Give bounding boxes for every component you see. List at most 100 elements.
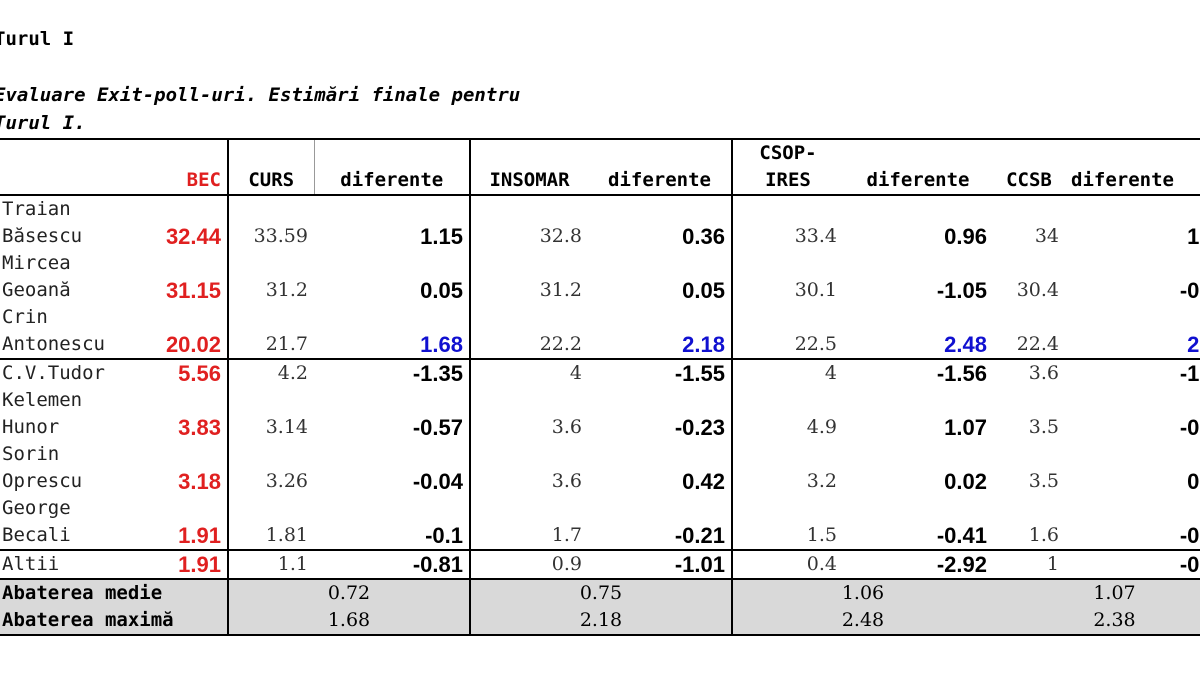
curs-value: 1.1 <box>227 549 314 579</box>
header-diferente-csop: diferente <box>866 169 970 191</box>
summary-curs: 0.72 <box>227 578 470 607</box>
bec-value: 3.18 <box>178 469 221 494</box>
curs-difference: -0.81 <box>314 549 470 579</box>
candidate-last-name: Becali <box>2 524 71 546</box>
bec-value: 3.83 <box>178 415 221 440</box>
table-row: C.V.Tudor5.564.2-1.354-1.554-1.563.6-1.9… <box>0 358 1200 387</box>
csop-ires-difference: 1.07 <box>944 415 987 440</box>
csop-ires-difference: 0.02 <box>944 469 987 494</box>
csop-ires-value: 4.9 <box>731 387 843 441</box>
curs-value: 1.81 <box>227 495 314 550</box>
candidate-last-name: Hunor <box>2 416 60 438</box>
summary-csop-ires: 2.48 <box>731 607 993 636</box>
insomar-value: 22.2 <box>469 304 588 359</box>
candidate-last-name: C.V.Tudor <box>2 362 105 384</box>
insomar-value: 1.7 <box>469 495 588 550</box>
table-title: Evaluare Exit-poll-uri. Estimări finale … <box>0 84 521 106</box>
insomar-difference: 0.36 <box>588 194 732 250</box>
csop-ires-difference: -1.05 <box>936 278 987 303</box>
candidate-name: Sorin Oprescu <box>0 441 138 495</box>
candidate-first-name: Crin <box>2 306 48 328</box>
summary-csop-ires: 1.06 <box>731 578 993 607</box>
bec-value: 32.44 <box>138 194 228 250</box>
table-row: Kelemen Hunor 3.83 3.14 -0.57 3.6 -0.23 4.9 1.07… <box>0 387 1200 441</box>
header-csop-line1: CSOP- <box>759 142 817 164</box>
ccsb-difference: -0.91 <box>1065 549 1200 579</box>
header-diferente-curs: diferente <box>313 139 470 195</box>
candidate-first-name: Kelemen <box>2 389 83 411</box>
header-diferente-insomar: diferente <box>608 169 711 191</box>
table-row: Crin Antonescu 20.02 21.7 1.68 22.2 2.18 22.5 2.… <box>0 304 1200 359</box>
candidate-last-name: Antonescu <box>2 333 105 355</box>
candidate-name: Altii <box>0 549 138 579</box>
insomar-value: 31.2 <box>469 250 588 304</box>
table-row: Altii 1.911.1-0.810.9-1.010.4-2.921-0.91 <box>0 549 1200 579</box>
csop-ires-value: 0.4 <box>731 549 843 579</box>
curs-value: 31.2 <box>227 250 314 304</box>
candidate-name: Traian Băsescu <box>0 194 138 250</box>
ccsb-difference: -0.33 <box>1179 415 1200 440</box>
csop-ires-value: 3.2 <box>731 441 843 495</box>
insomar-difference: 2.18 <box>682 332 725 357</box>
insomar-value: 32.8 <box>469 194 588 250</box>
summary-insomar: 0.75 <box>469 578 732 607</box>
candidate-last-name: Oprescu <box>2 470 83 492</box>
candidate-last-name: Băsescu <box>2 225 83 247</box>
insomar-difference: -0.21 <box>674 523 725 548</box>
csop-ires-value: 1.5 <box>731 495 843 550</box>
bec-value: 5.56 <box>138 358 228 387</box>
ccsb-value: 3.5 <box>1028 470 1059 492</box>
insomar-difference: -1.55 <box>588 358 732 387</box>
candidate-first-name: George <box>2 497 71 519</box>
curs-difference: -0.57 <box>412 415 463 440</box>
header-ccsb: CCSB <box>1006 169 1052 191</box>
header-diferente-ccsb: diferente <box>1071 169 1174 191</box>
candidate-first-name: Mircea <box>2 252 71 274</box>
summary-ccsb: 1.07 <box>993 578 1200 607</box>
curs-difference: 0.05 <box>420 278 463 303</box>
table-subtitle: Turul I. <box>0 112 86 134</box>
header-name <box>0 139 138 195</box>
table-row: Sorin Oprescu 3.18 3.26 -0.04 3.6 0.42 3.2 0.02 3… <box>0 441 1200 495</box>
header-csop-ires: CSOP- IRES <box>731 139 843 195</box>
bec-value: 20.02 <box>165 332 221 357</box>
ccsb-value: 3.5 <box>1028 416 1059 438</box>
insomar-difference: -0.23 <box>674 415 725 440</box>
header-bec: BEC <box>186 169 221 191</box>
curs-difference: -0.04 <box>412 469 463 494</box>
insomar-difference: -1.01 <box>588 549 732 579</box>
summary-curs: 1.68 <box>227 607 470 636</box>
insomar-difference: 0.05 <box>682 278 725 303</box>
curs-value: 3.14 <box>227 387 314 441</box>
insomar-value: 3.6 <box>469 441 588 495</box>
curs-difference: -0.1 <box>425 523 463 548</box>
insomar-value: 3.6 <box>469 387 588 441</box>
curs-difference: 1.68 <box>420 332 463 357</box>
ccsb-difference: 1.56 <box>1065 194 1200 250</box>
summary-insomar: 2.18 <box>469 607 732 636</box>
ccsb-difference: 2.38 <box>1187 332 1200 357</box>
csop-ires-difference: 0.96 <box>843 194 993 250</box>
csop-ires-value: 22.5 <box>731 304 843 359</box>
ccsb-value: 30.4 <box>1016 279 1059 301</box>
summary-label: Abaterea maximă <box>0 607 228 636</box>
curs-difference: -1.35 <box>314 358 470 387</box>
curs-difference: 1.15 <box>314 194 470 250</box>
header-insomar: INSOMAR <box>469 139 588 195</box>
candidate-name: Crin Antonescu <box>0 304 138 359</box>
bec-value: 31.15 <box>165 278 221 303</box>
bec-value: 1.91 <box>178 523 221 548</box>
summary-ccsb: 2.38 <box>993 607 1200 636</box>
ccsb-difference: -1.96 <box>1065 358 1200 387</box>
table-row: Mircea Geoană 31.15 31.2 0.05 31.2 0.05 30.1 -1.… <box>0 250 1200 304</box>
section-title: Turul I <box>0 28 75 50</box>
candidate-last-name: Geoană <box>2 279 71 301</box>
csop-ires-value: 4 <box>731 358 843 387</box>
curs-value: 3.26 <box>227 441 314 495</box>
header-csop-line2: IRES <box>765 169 811 191</box>
insomar-value: 4 <box>469 358 588 387</box>
table-row: Traian Băsescu 32.44 33.59 1.15 32.8 0.36 33.4 0… <box>0 194 1200 250</box>
candidate-name: Mircea Geoană <box>0 250 138 304</box>
insomar-value: 0.9 <box>469 549 588 579</box>
insomar-difference: 0.42 <box>682 469 725 494</box>
